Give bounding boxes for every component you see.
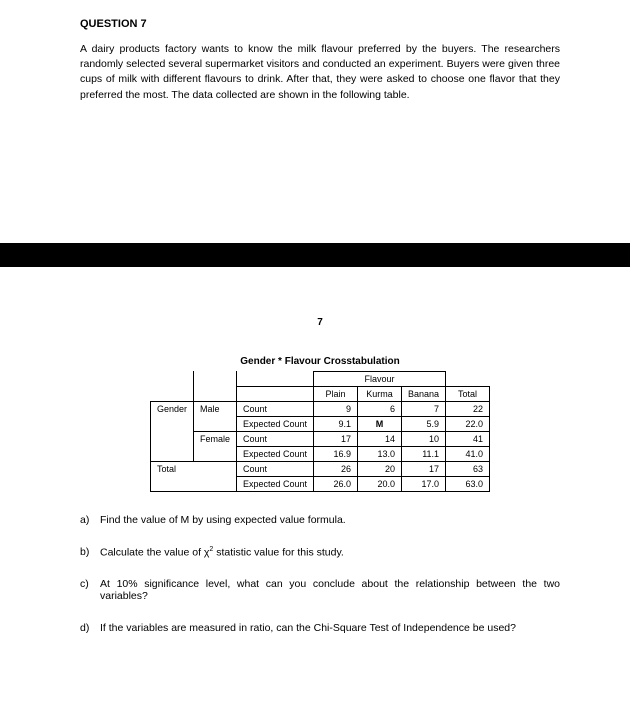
stub-total: Total: [150, 461, 236, 491]
cell: 17: [402, 461, 446, 476]
question-paragraph: A dairy products factory wants to know t…: [80, 42, 560, 103]
crosstab-table: Flavour Plain Kurma Banana Total Gender …: [150, 371, 490, 492]
letter-b: b): [80, 546, 100, 559]
text-c: At 10% significance level, what can you …: [100, 578, 560, 602]
flavour-header: Flavour: [314, 371, 446, 386]
stub-expected: Expected Count: [236, 476, 313, 491]
letter-c: c): [80, 578, 100, 602]
cell: 16.9: [314, 446, 358, 461]
cell: 63: [446, 461, 490, 476]
letter-a: a): [80, 514, 100, 526]
cell: 20.0: [358, 476, 402, 491]
cell: 13.0: [358, 446, 402, 461]
stub-count: Count: [236, 401, 313, 416]
cell: 5.9: [402, 416, 446, 431]
stub-male: Male: [193, 401, 236, 431]
cell: 26.0: [314, 476, 358, 491]
cell: 17: [314, 431, 358, 446]
col-banana: Banana: [402, 386, 446, 401]
subquestion-d: d) If the variables are measured in rati…: [80, 622, 560, 634]
cell: 22: [446, 401, 490, 416]
cell: 7: [402, 401, 446, 416]
stub-expected: Expected Count: [236, 416, 313, 431]
cell: 22.0: [446, 416, 490, 431]
page-divider: [0, 243, 630, 267]
col-plain: Plain: [314, 386, 358, 401]
cell: 17.0: [402, 476, 446, 491]
stub-female: Female: [193, 431, 236, 461]
cell: 9: [314, 401, 358, 416]
cell: 10: [402, 431, 446, 446]
text-a: Find the value of M by using expected va…: [100, 514, 560, 526]
letter-d: d): [80, 622, 100, 634]
subquestion-b: b) Calculate the value of χ2 statistic v…: [80, 546, 560, 559]
stub-gender: Gender: [150, 401, 193, 461]
page-number: 7: [80, 317, 560, 328]
cell: 14: [358, 431, 402, 446]
cell: 63.0: [446, 476, 490, 491]
subquestion-c: c) At 10% significance level, what can y…: [80, 578, 560, 602]
text-d: If the variables are measured in ratio, …: [100, 622, 560, 634]
text-b: Calculate the value of χ2 statistic valu…: [100, 546, 560, 559]
col-total: Total: [446, 386, 490, 401]
cell: 6: [358, 401, 402, 416]
subquestion-a: a) Find the value of M by using expected…: [80, 514, 560, 526]
cell: 26: [314, 461, 358, 476]
cell: 41: [446, 431, 490, 446]
table-title: Gender * Flavour Crosstabulation: [80, 356, 560, 367]
stub-count: Count: [236, 461, 313, 476]
cell-m: M: [358, 416, 402, 431]
cell: 20: [358, 461, 402, 476]
cell: 11.1: [402, 446, 446, 461]
cell: 41.0: [446, 446, 490, 461]
col-kurma: Kurma: [358, 386, 402, 401]
stub-expected: Expected Count: [236, 446, 313, 461]
cell: 9.1: [314, 416, 358, 431]
subquestion-list: a) Find the value of M by using expected…: [80, 514, 560, 635]
stub-count: Count: [236, 431, 313, 446]
question-heading: QUESTION 7: [80, 18, 560, 30]
